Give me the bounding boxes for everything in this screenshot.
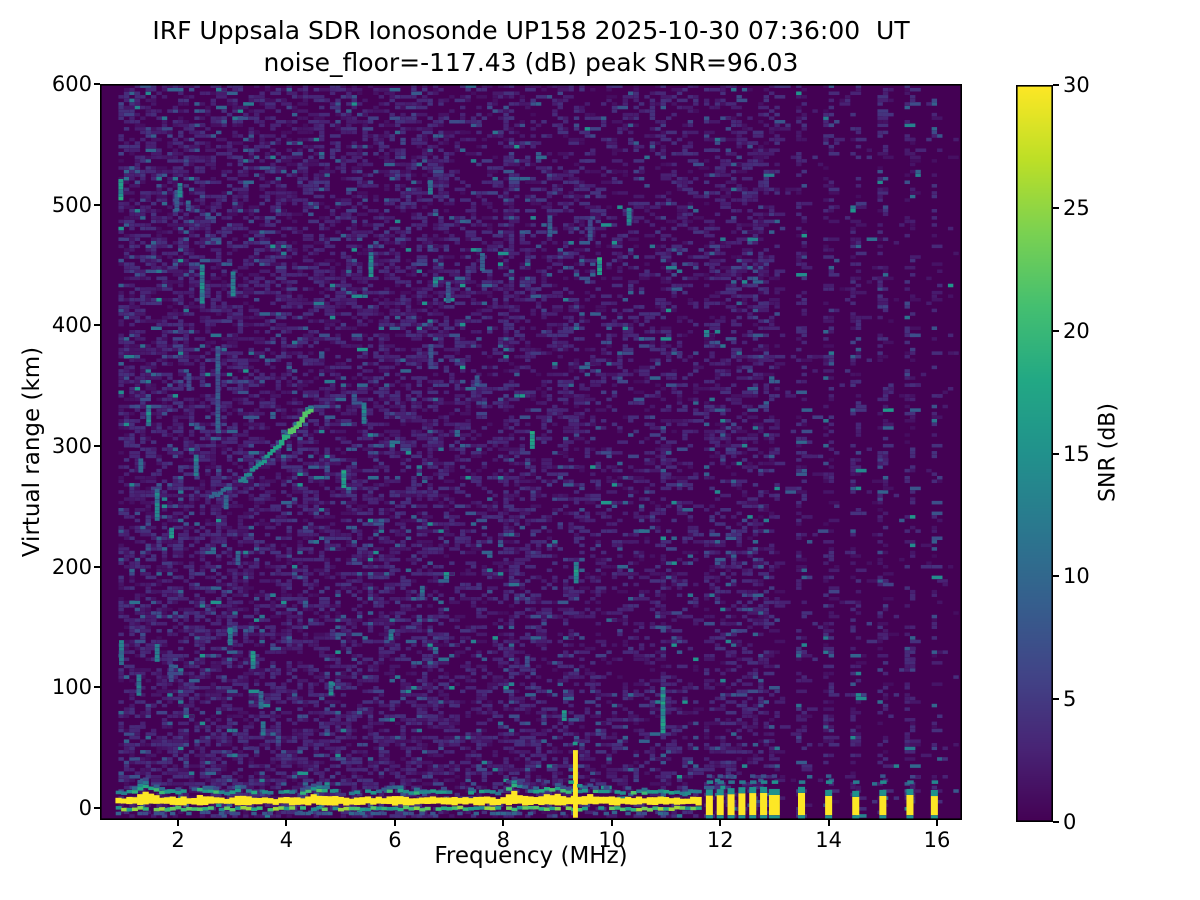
- y-tick-mark: [94, 324, 100, 327]
- y-tick-mark: [94, 203, 100, 206]
- colorbar-tick-label: 20: [1063, 318, 1090, 343]
- x-axis-label: Frequency (MHz): [434, 843, 628, 869]
- y-tick-label: 300: [51, 434, 92, 459]
- chart-title: IRF Uppsala SDR Ionosonde UP158 2025-10-…: [152, 16, 910, 45]
- x-tick-mark: [936, 820, 939, 826]
- colorbar-tick-mark: [1053, 698, 1059, 701]
- y-tick-label: 200: [51, 554, 92, 579]
- y-tick-label: 400: [51, 313, 92, 338]
- x-tick-mark: [177, 820, 180, 826]
- colorbar-tick-mark: [1053, 452, 1059, 455]
- chart-subtitle: noise_floor=-117.43 (dB) peak SNR=96.03: [263, 48, 799, 77]
- x-tick-mark: [719, 820, 722, 826]
- colorbar-tick-label: 25: [1063, 195, 1090, 220]
- x-tick-label: 6: [388, 828, 402, 852]
- x-tick-label: 12: [706, 828, 734, 852]
- x-tick-mark: [285, 820, 288, 826]
- colorbar-tick-label: 30: [1063, 73, 1090, 97]
- colorbar-tick-label: 10: [1063, 564, 1090, 589]
- y-tick-mark: [94, 686, 100, 689]
- x-tick-mark: [827, 820, 830, 826]
- x-tick-label: 2: [171, 828, 185, 852]
- colorbar-tick-mark: [1053, 821, 1059, 823]
- colorbar-tick-mark: [1053, 84, 1059, 86]
- colorbar-tick-mark: [1053, 575, 1059, 578]
- colorbar-tick-label: 5: [1063, 687, 1077, 712]
- x-tick-mark: [610, 820, 613, 826]
- colorbar-tick-mark: [1053, 329, 1059, 332]
- x-tick-mark: [502, 820, 505, 826]
- colorbar-tick-label: 0: [1063, 810, 1077, 834]
- x-tick-label: 14: [815, 828, 842, 852]
- y-tick-label: 0: [78, 796, 92, 821]
- y-tick-mark: [94, 807, 100, 810]
- x-tick-mark: [393, 820, 396, 826]
- x-tick-label: 8: [496, 828, 511, 852]
- y-tick-mark: [94, 565, 100, 568]
- y-tick-mark: [94, 83, 100, 85]
- ionogram-heatmap: [100, 84, 962, 820]
- x-tick-label: 16: [923, 828, 951, 852]
- x-tick-label: 4: [279, 828, 294, 852]
- y-tick-label: 600: [51, 72, 92, 96]
- y-tick-mark: [94, 445, 100, 448]
- x-tick-label: 10: [598, 828, 626, 852]
- y-tick-label: 500: [51, 192, 92, 217]
- colorbar-tick-label: 15: [1063, 441, 1090, 466]
- colorbar-gradient: [1016, 85, 1053, 822]
- y-tick-label: 100: [51, 675, 92, 700]
- colorbar-tick-mark: [1053, 206, 1059, 209]
